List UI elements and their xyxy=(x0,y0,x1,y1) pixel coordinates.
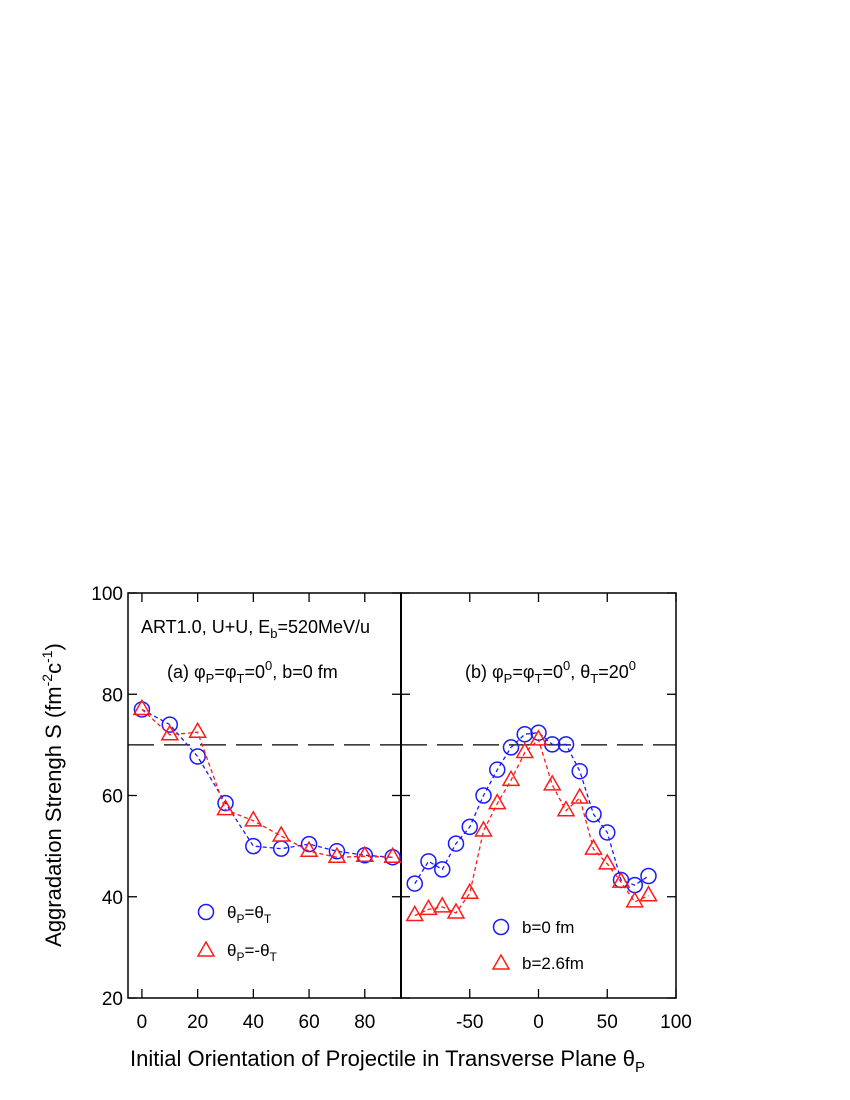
data-point-triangle xyxy=(529,729,548,746)
data-point-circle xyxy=(516,725,533,743)
legend-triangle-marker xyxy=(196,940,216,957)
tick-labels: 20 40 60 80 100 0 20 40 60 80 -50 0 50 100 xyxy=(91,584,692,1033)
data-point-circle xyxy=(557,736,575,753)
legend-circle-marker xyxy=(492,918,510,936)
x-tick-label: 20 xyxy=(187,1012,208,1033)
series-layer xyxy=(132,698,658,922)
series-line-a-triangle xyxy=(141,708,393,858)
data-point-triangle xyxy=(188,721,207,738)
data-point-circle xyxy=(475,787,492,804)
y-tick-label: 60 xyxy=(102,787,123,808)
y-tick-label: 80 xyxy=(102,685,123,706)
data-point-triangle xyxy=(432,896,452,913)
x-tick-label: 60 xyxy=(299,1012,320,1033)
data-point-circle xyxy=(447,835,465,852)
data-point-triangle xyxy=(474,820,493,837)
data-point-triangle xyxy=(570,787,590,804)
data-point-circle xyxy=(434,861,451,878)
legend-triangle-marker xyxy=(491,953,511,970)
data-point-circle xyxy=(272,840,290,857)
data-point-circle xyxy=(300,835,318,853)
y-tick-label: 40 xyxy=(102,888,123,909)
data-point-triangle xyxy=(327,846,347,864)
data-point-circle xyxy=(161,716,179,733)
y-tick-label: 100 xyxy=(91,584,123,605)
data-point-circle xyxy=(420,853,437,870)
x-tick-label: 40 xyxy=(243,1012,264,1033)
annotation-panel-a: (a) φP=φT=00, b=0 fm xyxy=(167,658,338,686)
data-point-circle xyxy=(217,794,234,812)
series-line-a-circle xyxy=(141,708,393,858)
legend-entry-b26: b=2.6fm xyxy=(522,954,584,973)
data-point-triangle xyxy=(405,904,425,922)
data-point-triangle xyxy=(487,793,507,810)
data-point-triangle xyxy=(460,882,480,899)
data-point-triangle xyxy=(446,902,466,919)
x-tick-label: 50 xyxy=(597,1012,618,1033)
data-point-triangle xyxy=(419,898,438,916)
legend-entry-theta-equal: θP=θT xyxy=(227,903,272,926)
series-line-b-circle xyxy=(414,732,649,886)
data-point-triangle xyxy=(639,885,658,902)
x-tick-label: 80 xyxy=(354,1012,375,1033)
x-tick-label: 0 xyxy=(533,1012,544,1033)
data-point-triangle xyxy=(383,846,402,864)
data-point-triangle xyxy=(515,741,535,759)
data-point-circle xyxy=(328,842,346,860)
legend-circle-marker xyxy=(197,903,215,921)
y-tick-label: 20 xyxy=(102,989,123,1010)
data-point-circle xyxy=(571,762,588,780)
legend-entry-b0: b=0 fm xyxy=(522,918,574,937)
data-point-triangle xyxy=(501,769,521,787)
data-point-circle xyxy=(406,875,423,892)
data-point-circle xyxy=(245,837,262,855)
panel-a-frame xyxy=(127,592,402,999)
data-point-circle xyxy=(189,748,206,765)
data-point-triangle xyxy=(132,698,152,716)
data-point-triangle xyxy=(355,845,375,862)
data-point-circle xyxy=(461,818,478,836)
data-point-circle xyxy=(585,805,602,823)
annotation-panel-b: (b) φP=φT=00, θT=200 xyxy=(465,658,636,686)
data-point-triangle xyxy=(611,871,631,888)
data-point-circle xyxy=(599,824,616,841)
annotation-model: ART1.0, U+U, Eb=520MeV/u xyxy=(141,617,370,641)
data-point-triangle xyxy=(216,799,235,816)
data-point-triangle xyxy=(597,853,617,870)
x-tick-label: 0 xyxy=(137,1012,148,1033)
y-axis-title: Aggradation Strengh S (fm-2c-1) xyxy=(39,643,66,947)
data-point-triangle xyxy=(271,825,291,842)
data-point-triangle xyxy=(244,810,263,827)
panel-b-frame xyxy=(400,592,677,999)
x-axis-title: Initial Orientation of Projectile in Tra… xyxy=(130,1046,645,1076)
data-point-circle xyxy=(640,867,657,885)
data-point-triangle xyxy=(625,891,645,908)
x-tick-label: -50 xyxy=(456,1012,483,1033)
data-point-triangle xyxy=(542,774,562,791)
data-point-triangle xyxy=(299,840,319,857)
data-point-circle xyxy=(489,761,506,778)
data-point-triangle xyxy=(584,838,603,855)
legend-panel-a: θP=θT θP=-θT xyxy=(196,903,278,964)
data-point-triangle xyxy=(160,724,180,741)
data-point-circle xyxy=(502,739,520,756)
x-tick-label: 100 xyxy=(660,1012,692,1033)
data-point-triangle xyxy=(556,800,576,817)
ticks-layer xyxy=(128,592,677,999)
legend-entry-theta-opposite: θP=-θT xyxy=(227,941,278,964)
legend-panel-b: b=0 fm b=2.6fm xyxy=(491,918,584,973)
